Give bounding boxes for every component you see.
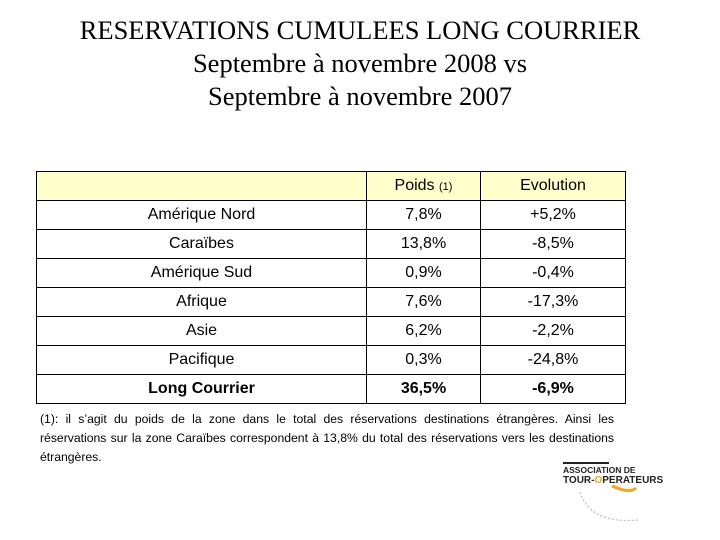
- total-evolution-cell: -6,9%: [480, 374, 626, 404]
- zone-cell: Pacifique: [36, 345, 367, 375]
- association-tour-operateurs-logo: ASSOCIATION DE TOUR-OPERATEURS: [563, 462, 664, 522]
- logo-line-1: ASSOCIATION DE: [563, 465, 636, 475]
- evolution-cell: +5,2%: [480, 200, 626, 230]
- zone-cell: Asie: [36, 316, 367, 346]
- table-row: Afrique 7,6% -17,3%: [36, 287, 626, 317]
- title-line-3: Septembre à novembre 2007: [208, 81, 512, 111]
- table-header-row: Poids (1) Evolution: [36, 171, 626, 201]
- poids-cell: 0,9%: [366, 258, 481, 288]
- logo-swoosh: [611, 484, 638, 493]
- reservations-table: Poids (1) Evolution Amérique Nord 7,8% +…: [36, 171, 626, 404]
- zone-cell: Afrique: [36, 287, 367, 317]
- poids-cell: 0,3%: [366, 345, 481, 375]
- poids-cell: 6,2%: [366, 316, 481, 346]
- logo-arc: [579, 491, 639, 522]
- poids-cell: 13,8%: [366, 229, 481, 259]
- table-row: Amérique Sud 0,9% -0,4%: [36, 258, 626, 288]
- total-poids-cell: 36,5%: [366, 374, 481, 404]
- evolution-cell: -2,2%: [480, 316, 626, 346]
- table-total-row: Long Courrier 36,5% -6,9%: [36, 374, 626, 404]
- evolution-cell: -0,4%: [480, 258, 626, 288]
- table-row: Pacifique 0,3% -24,8%: [36, 345, 626, 375]
- poids-cell: 7,8%: [366, 200, 481, 230]
- header-zone: [36, 171, 367, 201]
- header-evolution: Evolution: [480, 171, 626, 201]
- total-zone-cell: Long Courrier: [36, 374, 367, 404]
- header-poids: Poids (1): [366, 171, 481, 201]
- zone-cell: Amérique Nord: [36, 200, 367, 230]
- table-row: Amérique Nord 7,8% +5,2%: [36, 200, 626, 230]
- title-line-1: RESERVATIONS CUMULEES LONG COURRIER: [79, 15, 641, 45]
- evolution-cell: -17,3%: [480, 287, 626, 317]
- header-poids-note: (1): [439, 181, 453, 193]
- table-row: Asie 6,2% -2,2%: [36, 316, 626, 346]
- zone-cell: Amérique Sud: [36, 258, 367, 288]
- slide-title: RESERVATIONS CUMULEES LONG COURRIER Sept…: [0, 14, 720, 113]
- title-line-2: Septembre à novembre 2008 vs: [192, 48, 528, 78]
- logo-bar: [563, 462, 609, 464]
- table-row: Caraïbes 13,8% -8,5%: [36, 229, 626, 259]
- zone-cell: Caraïbes: [36, 229, 367, 259]
- evolution-cell: -24,8%: [480, 345, 626, 375]
- evolution-cell: -8,5%: [480, 229, 626, 259]
- poids-cell: 7,6%: [366, 287, 481, 317]
- logo-line-2: TOUR-OPERATEURS: [563, 475, 664, 486]
- footnote: (1): il s’agit du poids de la zone dans …: [40, 412, 614, 464]
